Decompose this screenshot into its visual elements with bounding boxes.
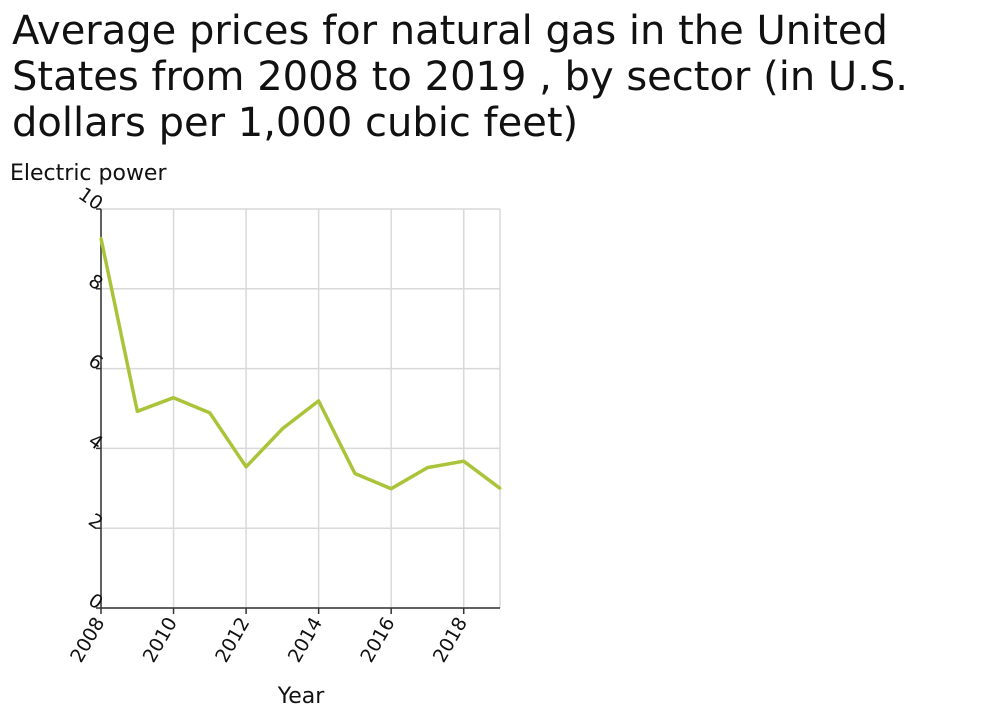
y-tick-label: 0 <box>84 589 107 614</box>
y-axis-label: Electric power <box>10 161 167 186</box>
series-lines <box>99 237 502 491</box>
axes <box>96 208 500 614</box>
x-axis-label: Year <box>277 684 326 709</box>
x-tick-label: 2018 <box>429 614 472 667</box>
data-point <box>462 459 466 463</box>
y-tick-label: 8 <box>84 270 107 295</box>
tick-labels: 2008 2010 2012 2014 2016 2018 0 2 4 6 8 10 <box>66 183 472 666</box>
data-point <box>99 237 103 240</box>
x-tick-label: 2012 <box>211 614 254 667</box>
data-point <box>280 427 284 431</box>
grid-lines <box>100 208 501 609</box>
data-point <box>244 465 248 469</box>
series-line-0 <box>99 238 502 491</box>
data-point <box>498 486 502 490</box>
data-point <box>317 399 321 403</box>
data-point <box>135 409 139 413</box>
chart-title: Average prices for natural gas in the Un… <box>12 8 908 146</box>
data-point <box>172 396 175 400</box>
y-tick-label: 6 <box>84 350 107 375</box>
x-tick-label: 2014 <box>284 614 327 667</box>
data-point <box>426 466 429 470</box>
y-tick-label: 2 <box>84 509 107 534</box>
data-point <box>389 487 393 491</box>
y-tick-label: 4 <box>84 430 107 455</box>
x-tick-label: 2008 <box>66 614 109 667</box>
x-tick-label: 2010 <box>139 614 182 667</box>
data-point <box>208 411 212 415</box>
data-point <box>353 472 357 475</box>
x-tick-label: 2016 <box>356 614 399 667</box>
y-tick-label: 10 <box>74 183 106 215</box>
